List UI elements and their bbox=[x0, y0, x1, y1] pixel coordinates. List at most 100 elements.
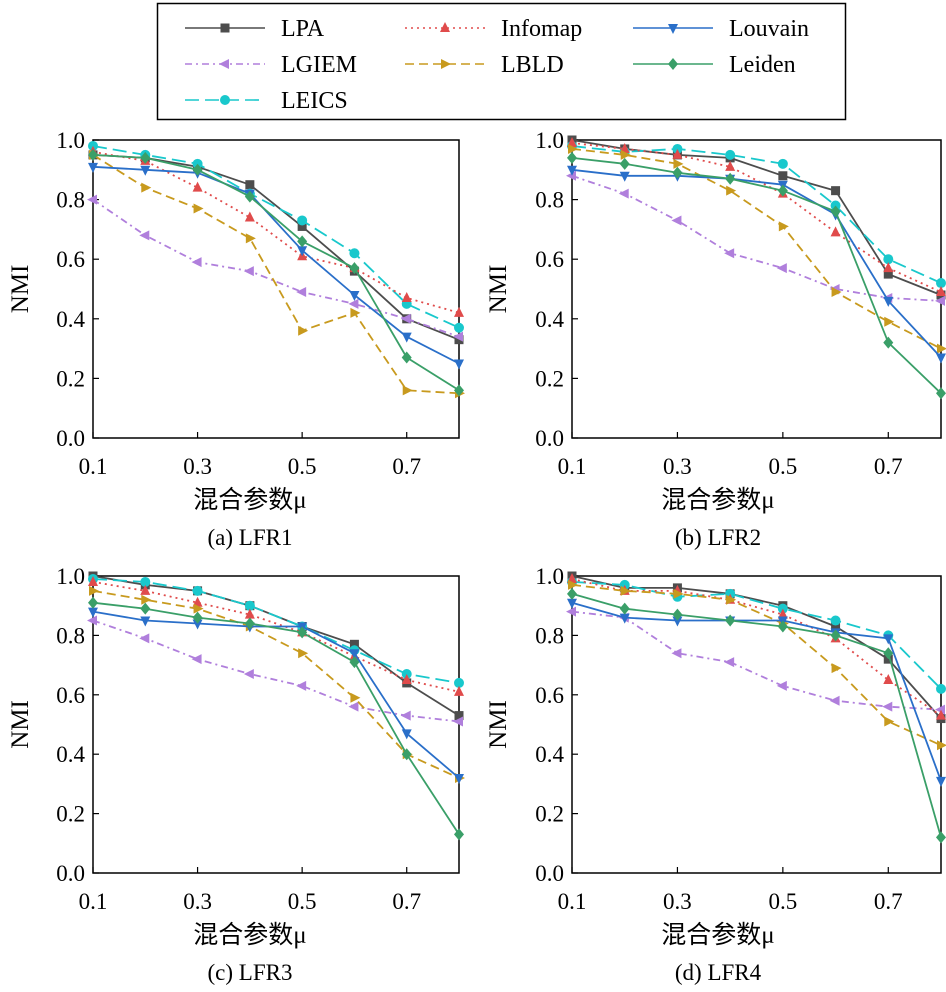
y-tick-label: 0.6 bbox=[56, 683, 85, 708]
y-tick-label: 0.6 bbox=[535, 247, 564, 272]
plot-area-frame bbox=[571, 575, 942, 874]
data-point-lbld bbox=[141, 594, 152, 605]
data-point-lbld bbox=[726, 185, 737, 196]
x-tick-label: 0.1 bbox=[558, 889, 587, 914]
data-point-leiden bbox=[297, 626, 308, 639]
x-axis-title: 混合参数μ bbox=[193, 486, 306, 514]
panel-caption: (d) LFR4 bbox=[675, 960, 762, 985]
legend-label-lgiem: LGIEM bbox=[281, 52, 357, 78]
data-point-leics bbox=[883, 254, 894, 265]
y-tick-label: 0.0 bbox=[56, 426, 85, 451]
series-lgiem bbox=[566, 170, 945, 306]
y-tick-label: 0.8 bbox=[535, 623, 564, 648]
data-point-leics bbox=[140, 576, 151, 587]
data-point-louvain bbox=[349, 649, 360, 660]
data-point-lbld bbox=[350, 307, 361, 318]
x-axis-title: 混合参数μ bbox=[661, 921, 774, 949]
data-point-infomap bbox=[244, 211, 255, 222]
data-point-leiden bbox=[936, 831, 946, 844]
data-point-infomap bbox=[672, 148, 683, 159]
legend-marker-lpa bbox=[220, 23, 230, 33]
data-point-lbld bbox=[350, 692, 361, 703]
x-tick-label: 0.5 bbox=[288, 454, 317, 479]
legend-item-leics: LEICS bbox=[185, 88, 348, 114]
data-point-leiden bbox=[883, 336, 894, 349]
y-tick-label: 0.8 bbox=[56, 623, 85, 648]
y-axis-title: NMI bbox=[485, 700, 512, 749]
data-point-leiden bbox=[777, 184, 788, 197]
data-point-lgiem bbox=[776, 680, 787, 691]
data-point-lpa bbox=[297, 221, 307, 231]
data-point-lbld bbox=[245, 233, 256, 244]
data-point-leiden bbox=[244, 617, 255, 630]
series-line-leiden bbox=[92, 601, 460, 835]
data-point-louvain bbox=[401, 729, 412, 740]
data-point-lbld bbox=[402, 385, 413, 396]
data-point-leics bbox=[936, 683, 946, 694]
series-line-infomap bbox=[92, 581, 460, 693]
data-point-lbld bbox=[831, 663, 842, 674]
data-point-leiden bbox=[88, 596, 98, 609]
legend-item-leiden: Leiden bbox=[633, 52, 796, 78]
legend-label-louvain: Louvain bbox=[729, 16, 809, 42]
panel-caption: (c) LFR3 bbox=[208, 960, 293, 985]
data-point-infomap bbox=[936, 709, 946, 720]
series-leiden bbox=[567, 151, 946, 400]
x-tick-label: 0.3 bbox=[663, 889, 692, 914]
chart-panel-1: 0.0 0.2 0.4 0.6 0.8 1.0 0.1 0.3 0.5 0.7 NMI 混合参数μ (a… bbox=[7, 128, 465, 550]
y-tick-label: 0.4 bbox=[56, 307, 85, 332]
legend-label-lbld: LBLD bbox=[501, 52, 564, 78]
y-tick-label: 0.4 bbox=[535, 742, 564, 767]
series-infomap bbox=[567, 136, 946, 296]
data-point-lgiem bbox=[618, 188, 629, 199]
data-point-lbld bbox=[673, 588, 684, 599]
data-point-louvain bbox=[883, 296, 894, 307]
y-tick-label: 1.0 bbox=[535, 128, 564, 153]
data-point-infomap bbox=[244, 608, 255, 619]
data-point-infomap bbox=[567, 136, 577, 147]
data-point-lgiem bbox=[566, 170, 576, 181]
data-point-lgiem bbox=[829, 695, 840, 706]
data-point-lgiem bbox=[296, 286, 307, 297]
data-point-lbld bbox=[89, 585, 99, 596]
x-axis-title: 混合参数μ bbox=[661, 486, 774, 514]
data-point-lgiem bbox=[191, 257, 202, 268]
panel-caption: (a) LFR1 bbox=[208, 525, 293, 550]
series-line-louvain bbox=[571, 168, 942, 359]
data-point-leiden bbox=[830, 629, 841, 642]
data-point-lpa bbox=[831, 186, 841, 196]
data-point-leiden bbox=[567, 587, 577, 600]
series-infomap bbox=[567, 572, 946, 720]
data-point-leiden bbox=[349, 262, 360, 275]
series-line-lbld bbox=[92, 154, 460, 395]
legend-marker-lbld bbox=[441, 59, 451, 69]
legend-marker-lgiem bbox=[219, 59, 229, 69]
data-point-lbld bbox=[726, 594, 737, 605]
data-point-louvain bbox=[883, 634, 894, 645]
data-point-louvain bbox=[192, 619, 203, 630]
data-point-lpa bbox=[454, 711, 464, 721]
series-line-leics bbox=[92, 578, 460, 684]
series-lbld bbox=[89, 149, 465, 399]
data-point-lgiem bbox=[935, 295, 945, 306]
data-point-lpa bbox=[778, 171, 788, 181]
data-point-lpa bbox=[349, 639, 359, 649]
data-point-leiden bbox=[140, 602, 151, 615]
series-line-lbld bbox=[571, 584, 942, 747]
data-point-leiden bbox=[244, 190, 255, 203]
y-tick-label: 0.0 bbox=[535, 426, 564, 451]
legend-box bbox=[156, 2, 847, 121]
y-tick-label: 1.0 bbox=[56, 128, 85, 153]
data-point-lgiem bbox=[87, 194, 97, 205]
x-tick-label: 0.7 bbox=[874, 889, 903, 914]
series-leiden bbox=[88, 148, 464, 397]
y-tick-label: 0.2 bbox=[56, 366, 85, 391]
data-point-leics bbox=[297, 215, 308, 226]
legend-marker-leics bbox=[220, 95, 230, 105]
y-tick-label: 0.2 bbox=[535, 802, 564, 827]
data-point-lbld bbox=[193, 203, 204, 214]
data-point-lgiem bbox=[191, 654, 202, 665]
data-point-lgiem bbox=[566, 606, 576, 617]
x-tick-label: 0.3 bbox=[183, 454, 212, 479]
y-tick-label: 1.0 bbox=[535, 564, 564, 589]
